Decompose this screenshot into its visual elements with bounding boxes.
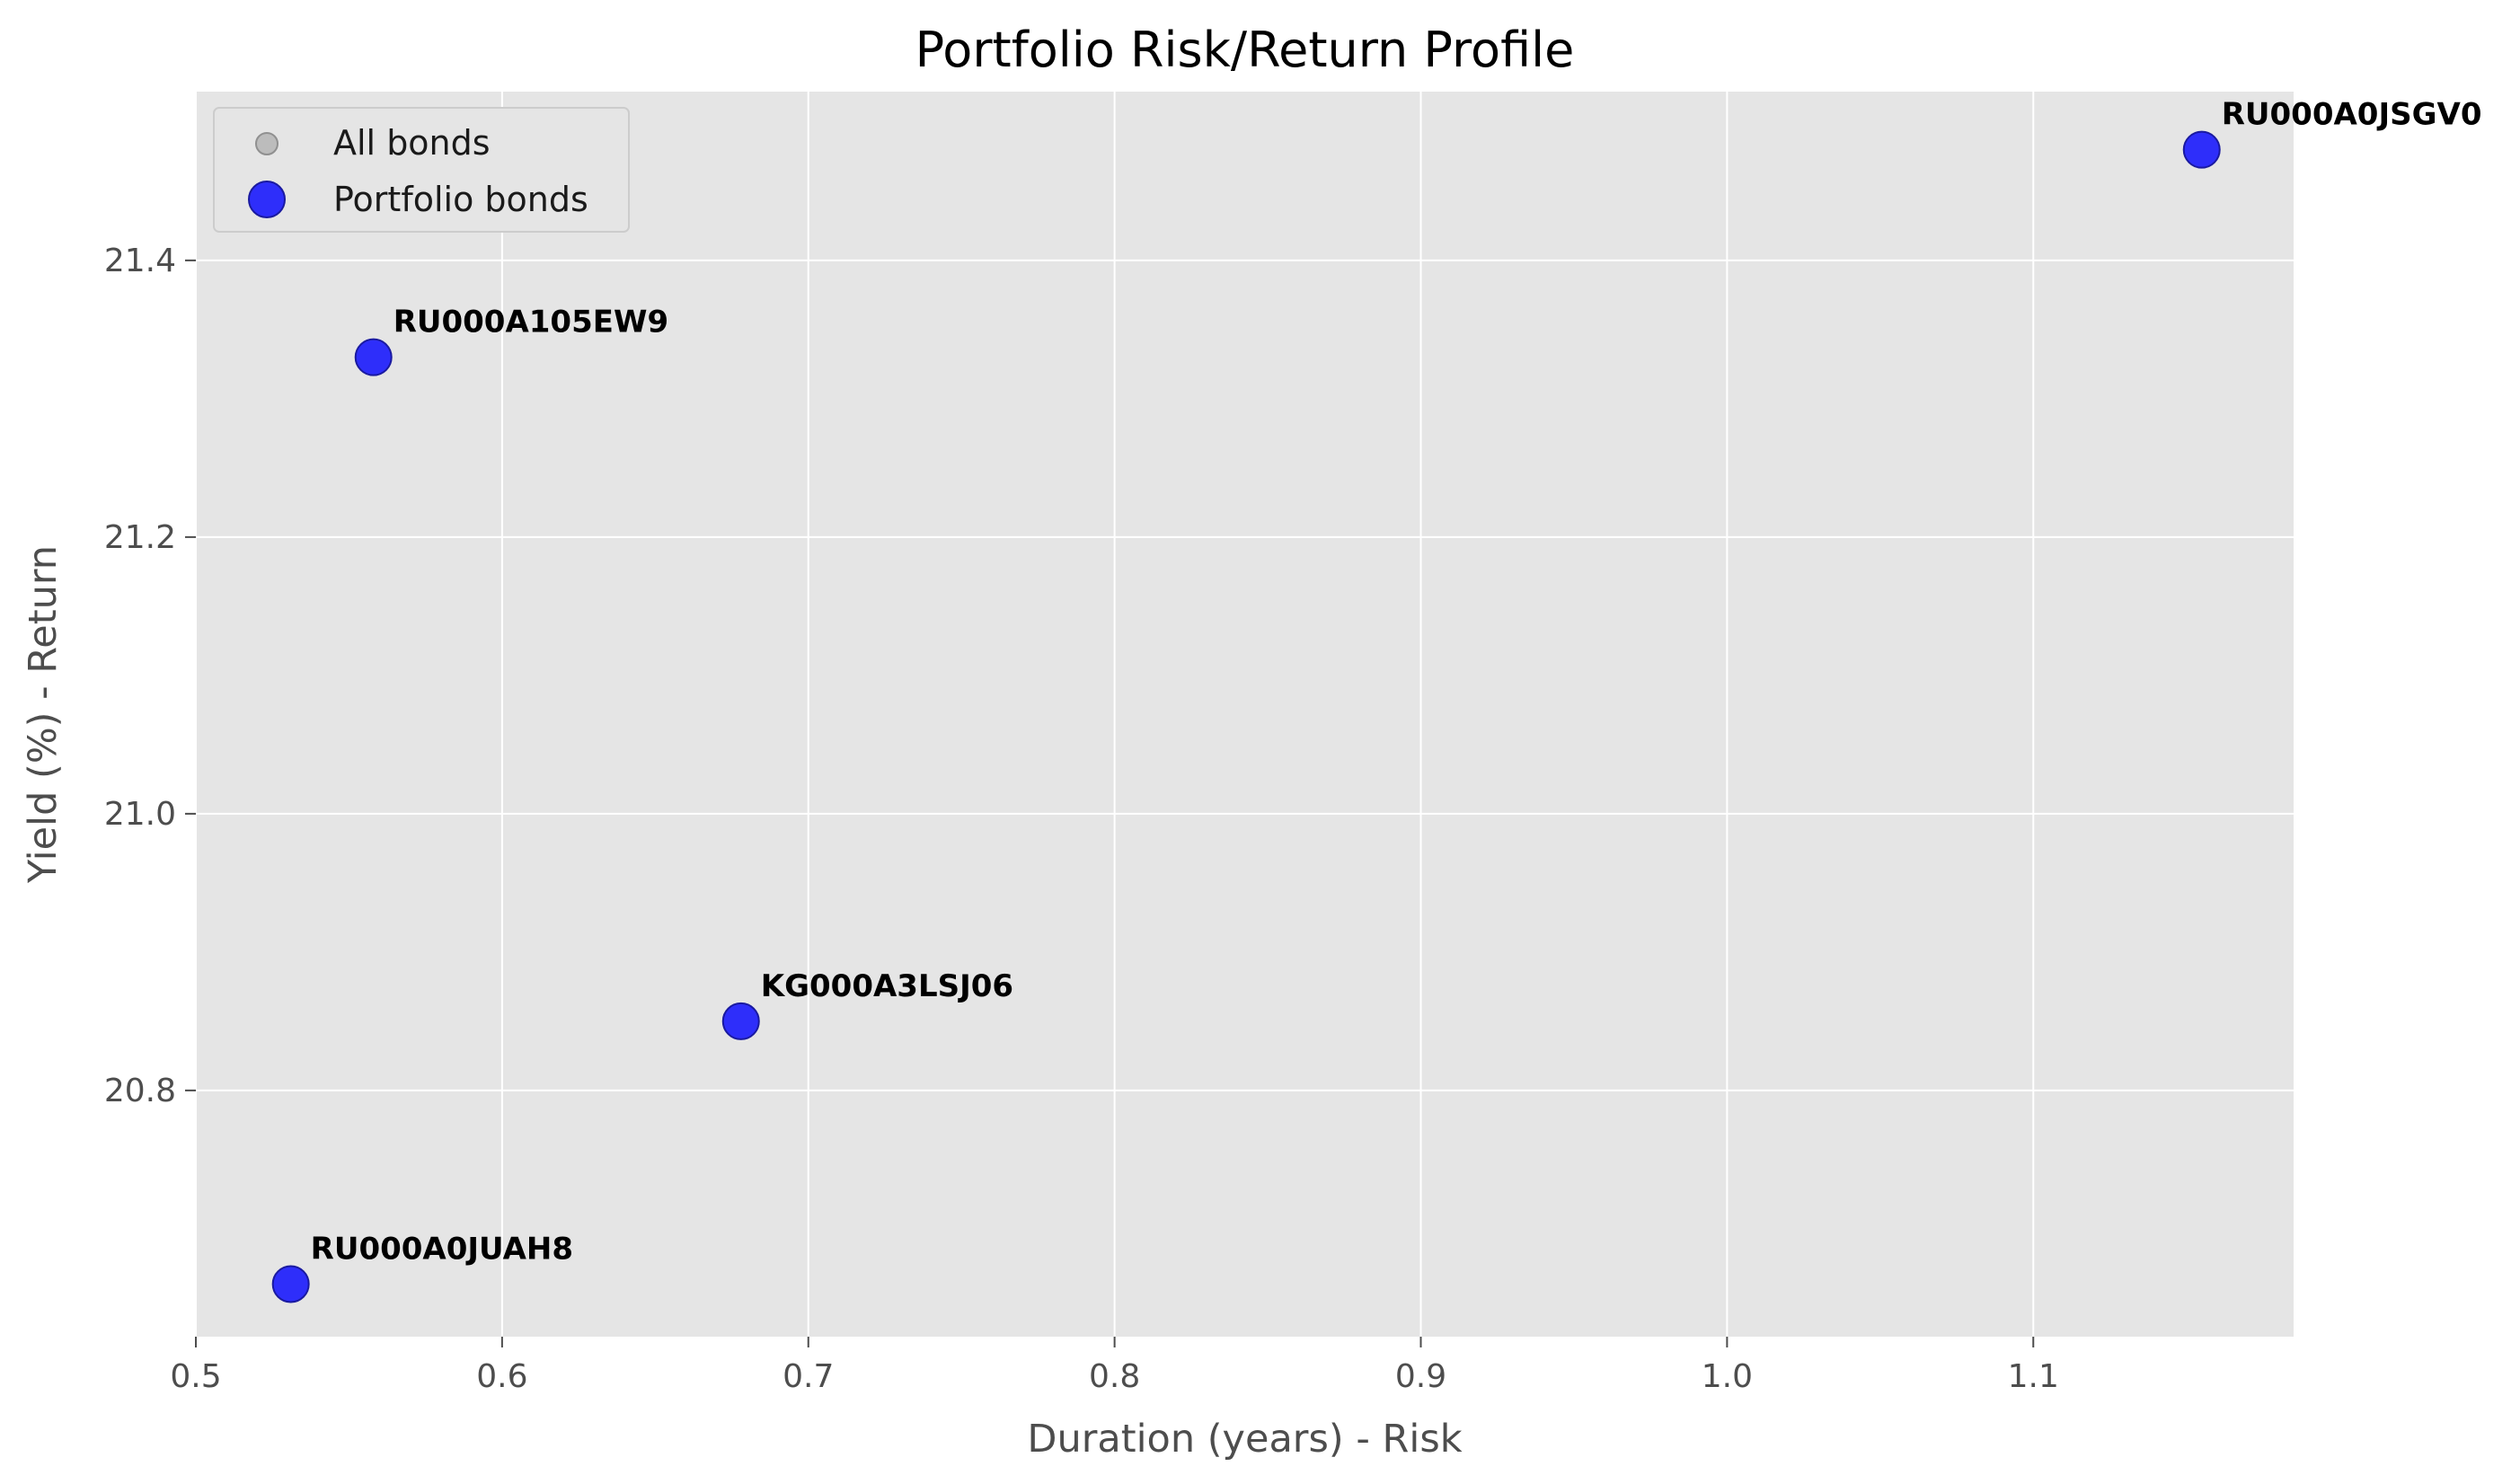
y-tick-label: 21.0 [104, 796, 176, 833]
legend-marker-portfolio-bonds [248, 181, 286, 218]
x-tick-label: 0.5 [170, 1358, 221, 1395]
portfolio-bond-point [721, 1002, 760, 1040]
y-tick-label: 21.2 [104, 519, 176, 556]
legend-marker-all-bonds [255, 132, 279, 155]
point-label: RU000A105EW9 [393, 305, 668, 340]
grid-lines [195, 92, 2294, 1337]
point-label: RU000A0JSGV0 [2222, 97, 2482, 133]
x-tick-label: 0.7 [783, 1358, 834, 1395]
plot-area [196, 92, 2294, 1337]
x-tick-label: 0.8 [1089, 1358, 1140, 1395]
y-tick-label: 21.4 [104, 243, 176, 279]
portfolio-bond-point [2182, 130, 2221, 169]
x-tick-label: 0.6 [476, 1358, 527, 1395]
chart-title: Portfolio Risk/Return Profile [915, 22, 1575, 78]
x-tick-label: 0.9 [1395, 1358, 1446, 1395]
point-label: RU000A0JUAH8 [311, 1231, 573, 1267]
portfolio-bond-point [354, 338, 393, 376]
y-axis-label: Yield (%) - Return [21, 545, 66, 884]
x-tick-label: 1.1 [2008, 1358, 2059, 1395]
portfolio-bond-point [271, 1265, 310, 1303]
legend: All bonds Portfolio bonds [213, 107, 630, 233]
legend-label-all-bonds: All bonds [333, 123, 491, 163]
legend-label-portfolio-bonds: Portfolio bonds [333, 180, 588, 219]
x-axis-label: Duration (years) - Risk [1027, 1417, 1462, 1462]
point-label: KG000A3LSJ06 [761, 968, 1013, 1004]
axis-ticks: 0.5 0.6 0.7 0.8 0.9 1.0 1.1 20.8 21.0 21.2 21.4 [104, 243, 2059, 1395]
y-tick-label: 20.8 [104, 1073, 176, 1109]
x-tick-label: 1.0 [1702, 1358, 1753, 1395]
legend-box [213, 107, 630, 233]
data-points: RU000A0JUAH8 RU000A105EW9 KG000A3LSJ06 RU00… [271, 97, 2482, 1303]
